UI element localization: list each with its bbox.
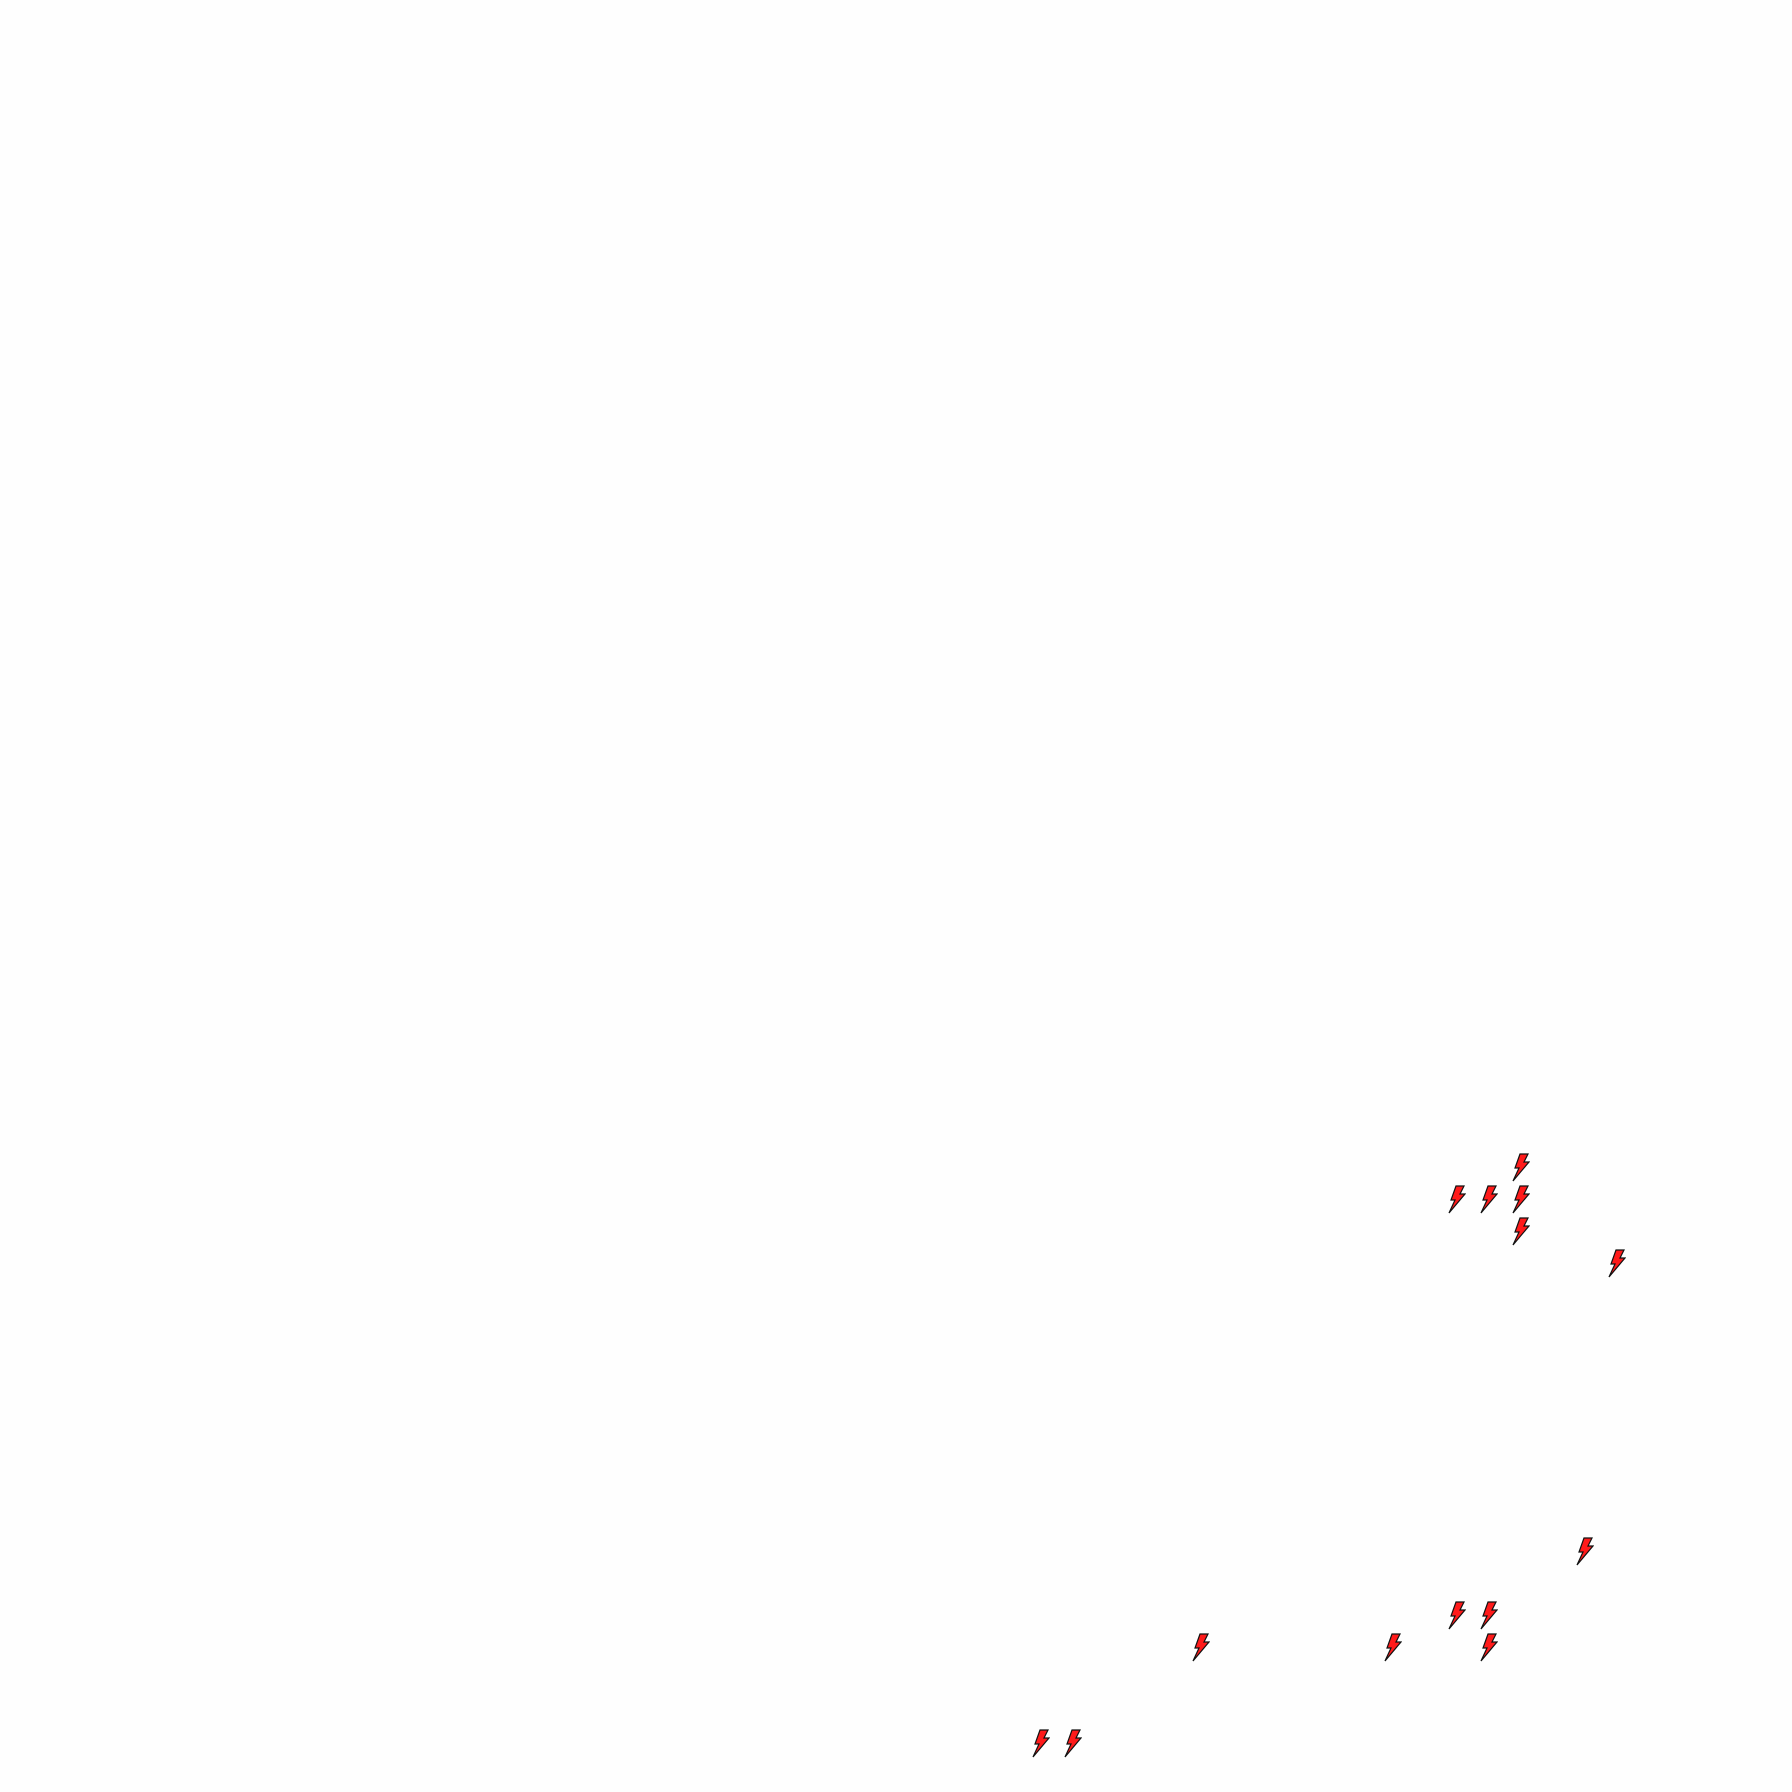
lightning-bolt-icon[interactable] xyxy=(1511,1185,1530,1215)
lightning-bolt-icon[interactable] xyxy=(1063,1729,1082,1759)
lightning-bolt-icon[interactable] xyxy=(1607,1249,1626,1279)
lightning-bolt-icon[interactable] xyxy=(1511,1153,1530,1183)
lightning-bolt-icon[interactable] xyxy=(1447,1601,1466,1631)
lightning-bolt-icon[interactable] xyxy=(1479,1633,1498,1663)
lightning-bolt-icon[interactable] xyxy=(1575,1537,1594,1567)
lightning-bolt-icon[interactable] xyxy=(1447,1185,1466,1215)
lightning-bolt-icon[interactable] xyxy=(1191,1633,1210,1663)
lightning-bolt-icon[interactable] xyxy=(1383,1633,1402,1663)
lightning-bolt-icon[interactable] xyxy=(1479,1185,1498,1215)
lightning-bolt-icon[interactable] xyxy=(1479,1601,1498,1631)
lightning-bolt-icon[interactable] xyxy=(1031,1729,1050,1759)
lightning-bolt-icon[interactable] xyxy=(1511,1217,1530,1247)
